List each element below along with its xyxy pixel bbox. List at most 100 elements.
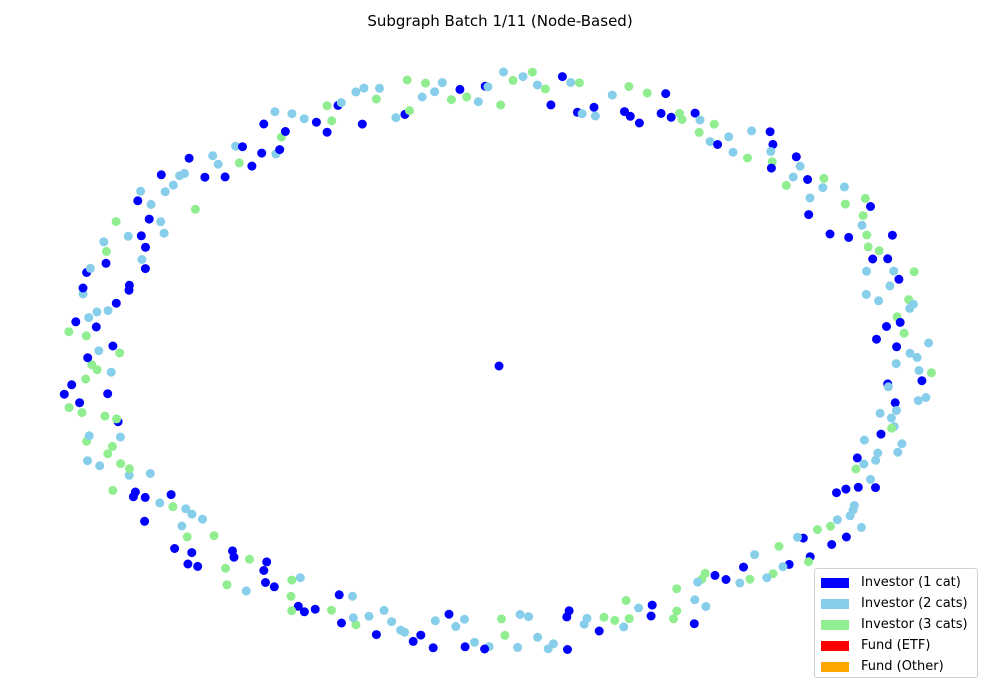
graph-node [743, 153, 752, 163]
graph-node [566, 78, 576, 87]
graph-node [184, 153, 194, 163]
graph-node [853, 482, 863, 492]
graph-node [408, 636, 418, 646]
graph-node [245, 554, 254, 564]
graph-node [280, 127, 290, 136]
graph-node [103, 389, 113, 399]
graph-node [887, 230, 897, 240]
graph-node [705, 137, 715, 147]
legend-label: Investor (3 cats) [861, 617, 968, 632]
graph-node [852, 453, 862, 463]
legend-label: Investor (1 cat) [861, 575, 961, 590]
graph-node [140, 516, 150, 526]
graph-node [371, 94, 381, 104]
graph-node [813, 525, 822, 535]
graph-node [437, 78, 447, 88]
graph-node [123, 231, 133, 241]
graph-node [259, 119, 269, 129]
graph-node [85, 263, 95, 273]
graph-node [624, 614, 634, 624]
graph-node [803, 175, 813, 184]
legend-label: Fund (ETF) [861, 638, 931, 653]
graph-node [891, 406, 901, 415]
graph-node [322, 127, 332, 137]
graph-node [851, 464, 861, 474]
graph-node [791, 152, 801, 162]
graph-node [788, 172, 798, 182]
legend-swatch [821, 661, 849, 672]
graph-node [417, 92, 427, 102]
graph-node [430, 87, 440, 97]
graph-node [859, 435, 869, 445]
graph-node [518, 72, 528, 82]
graph-node [168, 502, 178, 512]
graph-node [666, 112, 676, 122]
graph-node [889, 266, 899, 276]
graph-node [496, 100, 506, 110]
graph-node [259, 566, 269, 575]
graph-node [739, 562, 748, 572]
legend-entry: Investor (2 cats) [821, 593, 971, 614]
graph-node [826, 521, 835, 531]
graph-node [416, 630, 426, 640]
graph-node [524, 612, 534, 622]
graph-node [371, 630, 381, 640]
graph-node [774, 541, 784, 551]
graph-node [193, 561, 203, 571]
graph-node [460, 614, 469, 624]
graph-node [137, 255, 147, 264]
graph-node [745, 574, 755, 584]
graph-node [286, 591, 296, 601]
graph-node [781, 180, 791, 190]
graph-node [669, 614, 678, 624]
graph-node [672, 584, 682, 594]
graph-node [234, 158, 244, 168]
graph-node [890, 398, 900, 408]
graph-node [861, 289, 871, 299]
graph-node [905, 303, 915, 313]
graph-node [866, 474, 875, 484]
graph-node [590, 111, 600, 121]
graph-node [483, 82, 493, 92]
graph-node [893, 447, 903, 457]
graph-node [231, 141, 241, 151]
graph-node [610, 615, 620, 625]
graph-node [156, 217, 166, 227]
graph-node [136, 231, 146, 241]
graph-node [405, 106, 414, 116]
graph-node [141, 242, 150, 252]
chart-title: Subgraph Batch 1/11 (Node-Based) [367, 12, 633, 30]
graph-node [701, 602, 711, 611]
legend-swatch [821, 619, 849, 630]
graph-node [926, 368, 936, 378]
graph-node [866, 202, 875, 211]
graph-node [359, 83, 369, 93]
graph-node [577, 109, 587, 119]
graph-node [672, 606, 682, 616]
graph-node [100, 411, 110, 421]
graph-node [99, 237, 109, 247]
graph-node [87, 360, 97, 370]
legend-entry: Investor (3 cats) [821, 614, 971, 635]
legend-swatch [821, 577, 849, 588]
graph-node [840, 199, 850, 209]
graph-node [804, 210, 814, 220]
graph-node [180, 168, 189, 178]
graph-node [103, 449, 113, 459]
graph-node [625, 111, 635, 121]
graph-node [642, 88, 652, 98]
graph-node [160, 187, 170, 197]
graph-node [872, 334, 881, 344]
graph-node [81, 374, 91, 384]
graph-node [497, 614, 506, 624]
graph-node [220, 172, 230, 182]
graph-node [295, 573, 305, 583]
graph-node [804, 557, 813, 567]
graph-node [895, 317, 905, 327]
graph-node [293, 601, 303, 611]
graph-node [766, 163, 776, 173]
graph-node [857, 220, 867, 230]
graph-node [78, 283, 88, 293]
graph-node [883, 254, 893, 264]
graph-node [818, 183, 828, 193]
